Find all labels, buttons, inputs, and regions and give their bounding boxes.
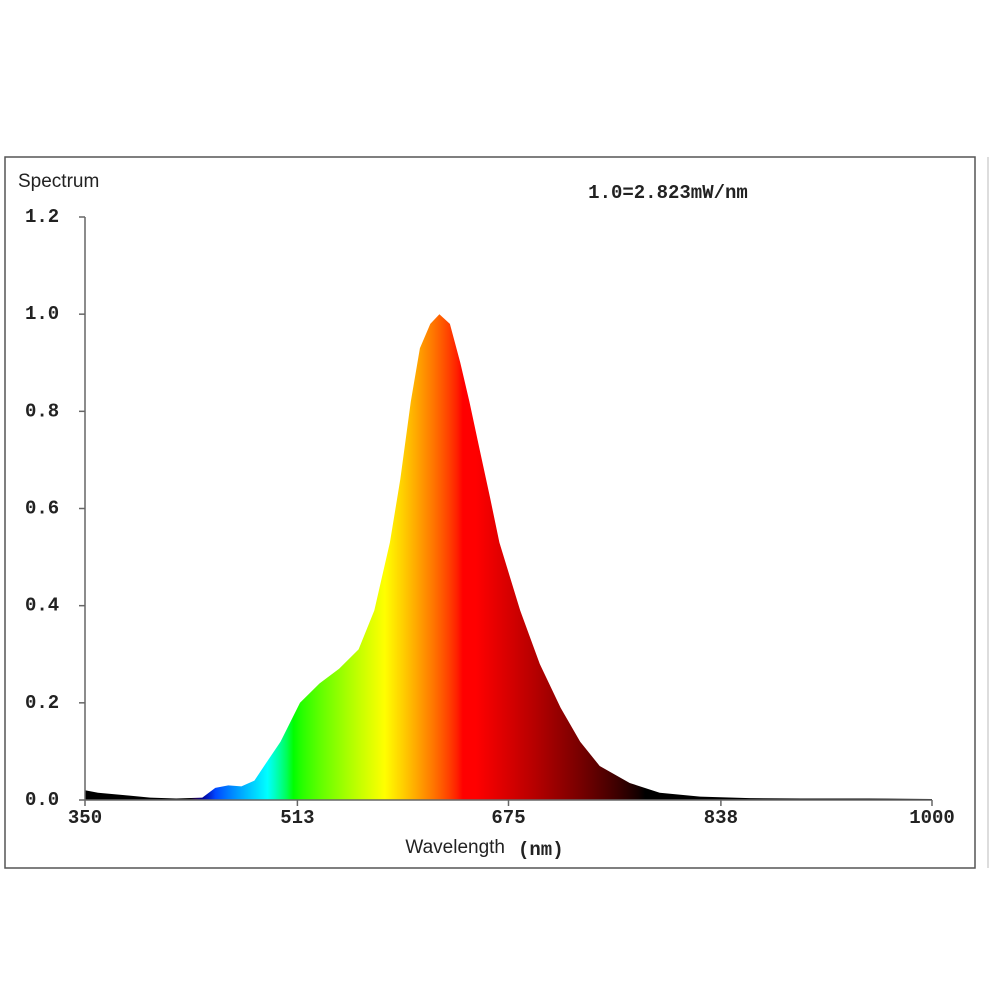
y-tick-label: 0.4: [25, 595, 59, 617]
annotation: 1.0=2.823mW/nm: [588, 182, 748, 204]
x-tick-label: 513: [280, 807, 314, 829]
frame: [4, 156, 976, 869]
y-tick-label: 0.6: [25, 498, 59, 520]
x-tick-label: 1000: [909, 807, 955, 829]
y-tick-label: 1.0: [25, 303, 59, 325]
x-tick-label: 675: [491, 807, 525, 829]
x-tick-label: 350: [68, 807, 102, 829]
x-tick-label: 838: [704, 807, 738, 829]
x-axis-label: Wavelength: [405, 837, 505, 858]
y-tick-label: 0.0: [25, 789, 59, 811]
spectrum-area: [85, 314, 932, 800]
x-axis-unit: (nm): [518, 839, 564, 861]
chart-title: Spectrum: [18, 171, 99, 192]
y-tick-label: 0.8: [25, 400, 59, 422]
y-tick-label: 0.2: [25, 692, 59, 714]
y-tick-label: 1.2: [25, 206, 59, 228]
